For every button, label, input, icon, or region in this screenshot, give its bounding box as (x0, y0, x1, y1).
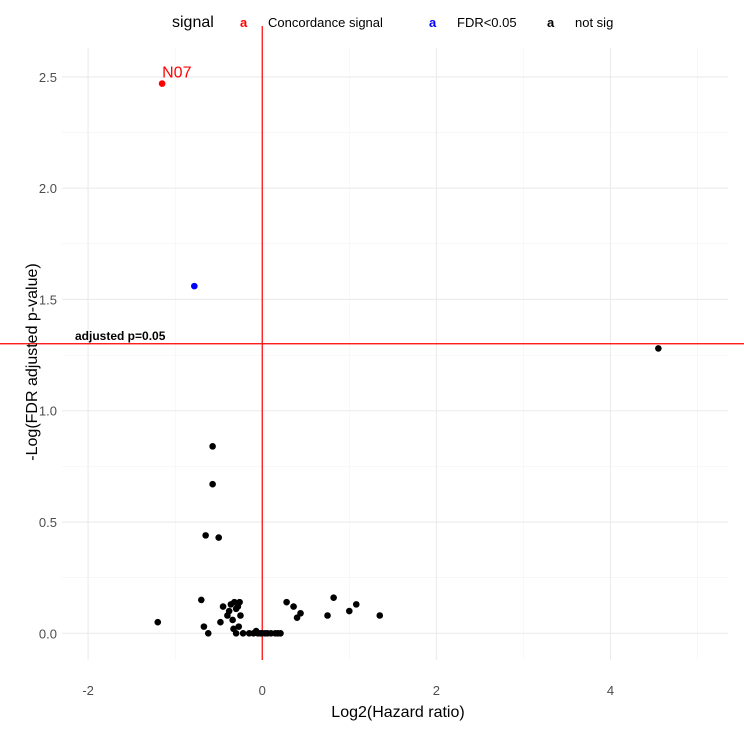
y-tick-label: 0.5 (39, 515, 57, 530)
data-point (158, 80, 166, 87)
y-tick-label: 1.0 (39, 404, 57, 419)
legend-key-not-sig: a (547, 15, 555, 30)
y-axis-ticks: 0.0 0.5 1.0 1.5 2.0 2.5 (39, 70, 57, 641)
data-point (376, 612, 384, 619)
data-point (345, 607, 353, 615)
x-tick-label: 0 (259, 683, 266, 698)
data-point (239, 629, 247, 637)
y-tick-label: 1.5 (39, 292, 57, 307)
data-point (191, 282, 198, 290)
data-point (330, 594, 337, 601)
data-point (290, 603, 297, 610)
x-tick-label: -2 (82, 683, 94, 698)
x-tick-label: 2 (433, 683, 440, 698)
data-point (232, 629, 240, 637)
legend-title: signal (172, 14, 214, 31)
point-label: N07 (162, 65, 191, 82)
y-tick-label: 2.0 (39, 181, 57, 196)
data-point (229, 616, 236, 624)
legend-label-concordance: Concordance signal (268, 15, 383, 30)
data-point (293, 614, 301, 622)
y-tick-label: 0.0 (39, 626, 57, 641)
legend-key-fdr: a (429, 15, 437, 30)
threshold-label: adjusted p=0.05 (75, 329, 166, 343)
legend: signal a Concordance signal a FDR<0.05 a… (172, 14, 613, 31)
data-point (277, 629, 284, 637)
legend-label-fdr: FDR<0.05 (457, 15, 517, 30)
x-tick-label: 4 (607, 683, 614, 698)
data-point (202, 532, 209, 539)
data-point (197, 596, 205, 604)
data-point (154, 618, 162, 626)
data-point (236, 598, 243, 606)
x-axis-ticks: -2 0 2 4 (82, 683, 614, 698)
data-point (215, 534, 223, 541)
data-point (655, 345, 662, 352)
legend-item-concordance: a Concordance signal (240, 15, 383, 30)
y-axis-title: -Log(FDR adjusted p-value) (24, 263, 41, 460)
data-point (200, 623, 208, 630)
data-point (217, 618, 224, 626)
data-points: N07 (154, 65, 662, 637)
legend-item-fdr: a FDR<0.05 (429, 15, 517, 30)
data-point (209, 480, 216, 488)
data-point (283, 598, 290, 606)
data-point (352, 601, 360, 608)
data-point (219, 603, 227, 610)
data-point (225, 607, 233, 615)
data-point (324, 612, 331, 619)
data-point (235, 623, 243, 630)
legend-item-not-sig: a not sig (547, 15, 613, 30)
legend-label-not-sig: not sig (575, 15, 613, 30)
x-axis-title: Log2(Hazard ratio) (331, 704, 464, 721)
data-point (237, 612, 244, 619)
y-tick-label: 2.5 (39, 70, 57, 85)
data-point (231, 598, 238, 606)
reference-lines (0, 26, 744, 660)
data-point (209, 443, 216, 450)
grid (62, 48, 728, 660)
data-point (297, 609, 304, 617)
legend-key-concordance: a (240, 15, 248, 30)
data-point (204, 629, 212, 637)
